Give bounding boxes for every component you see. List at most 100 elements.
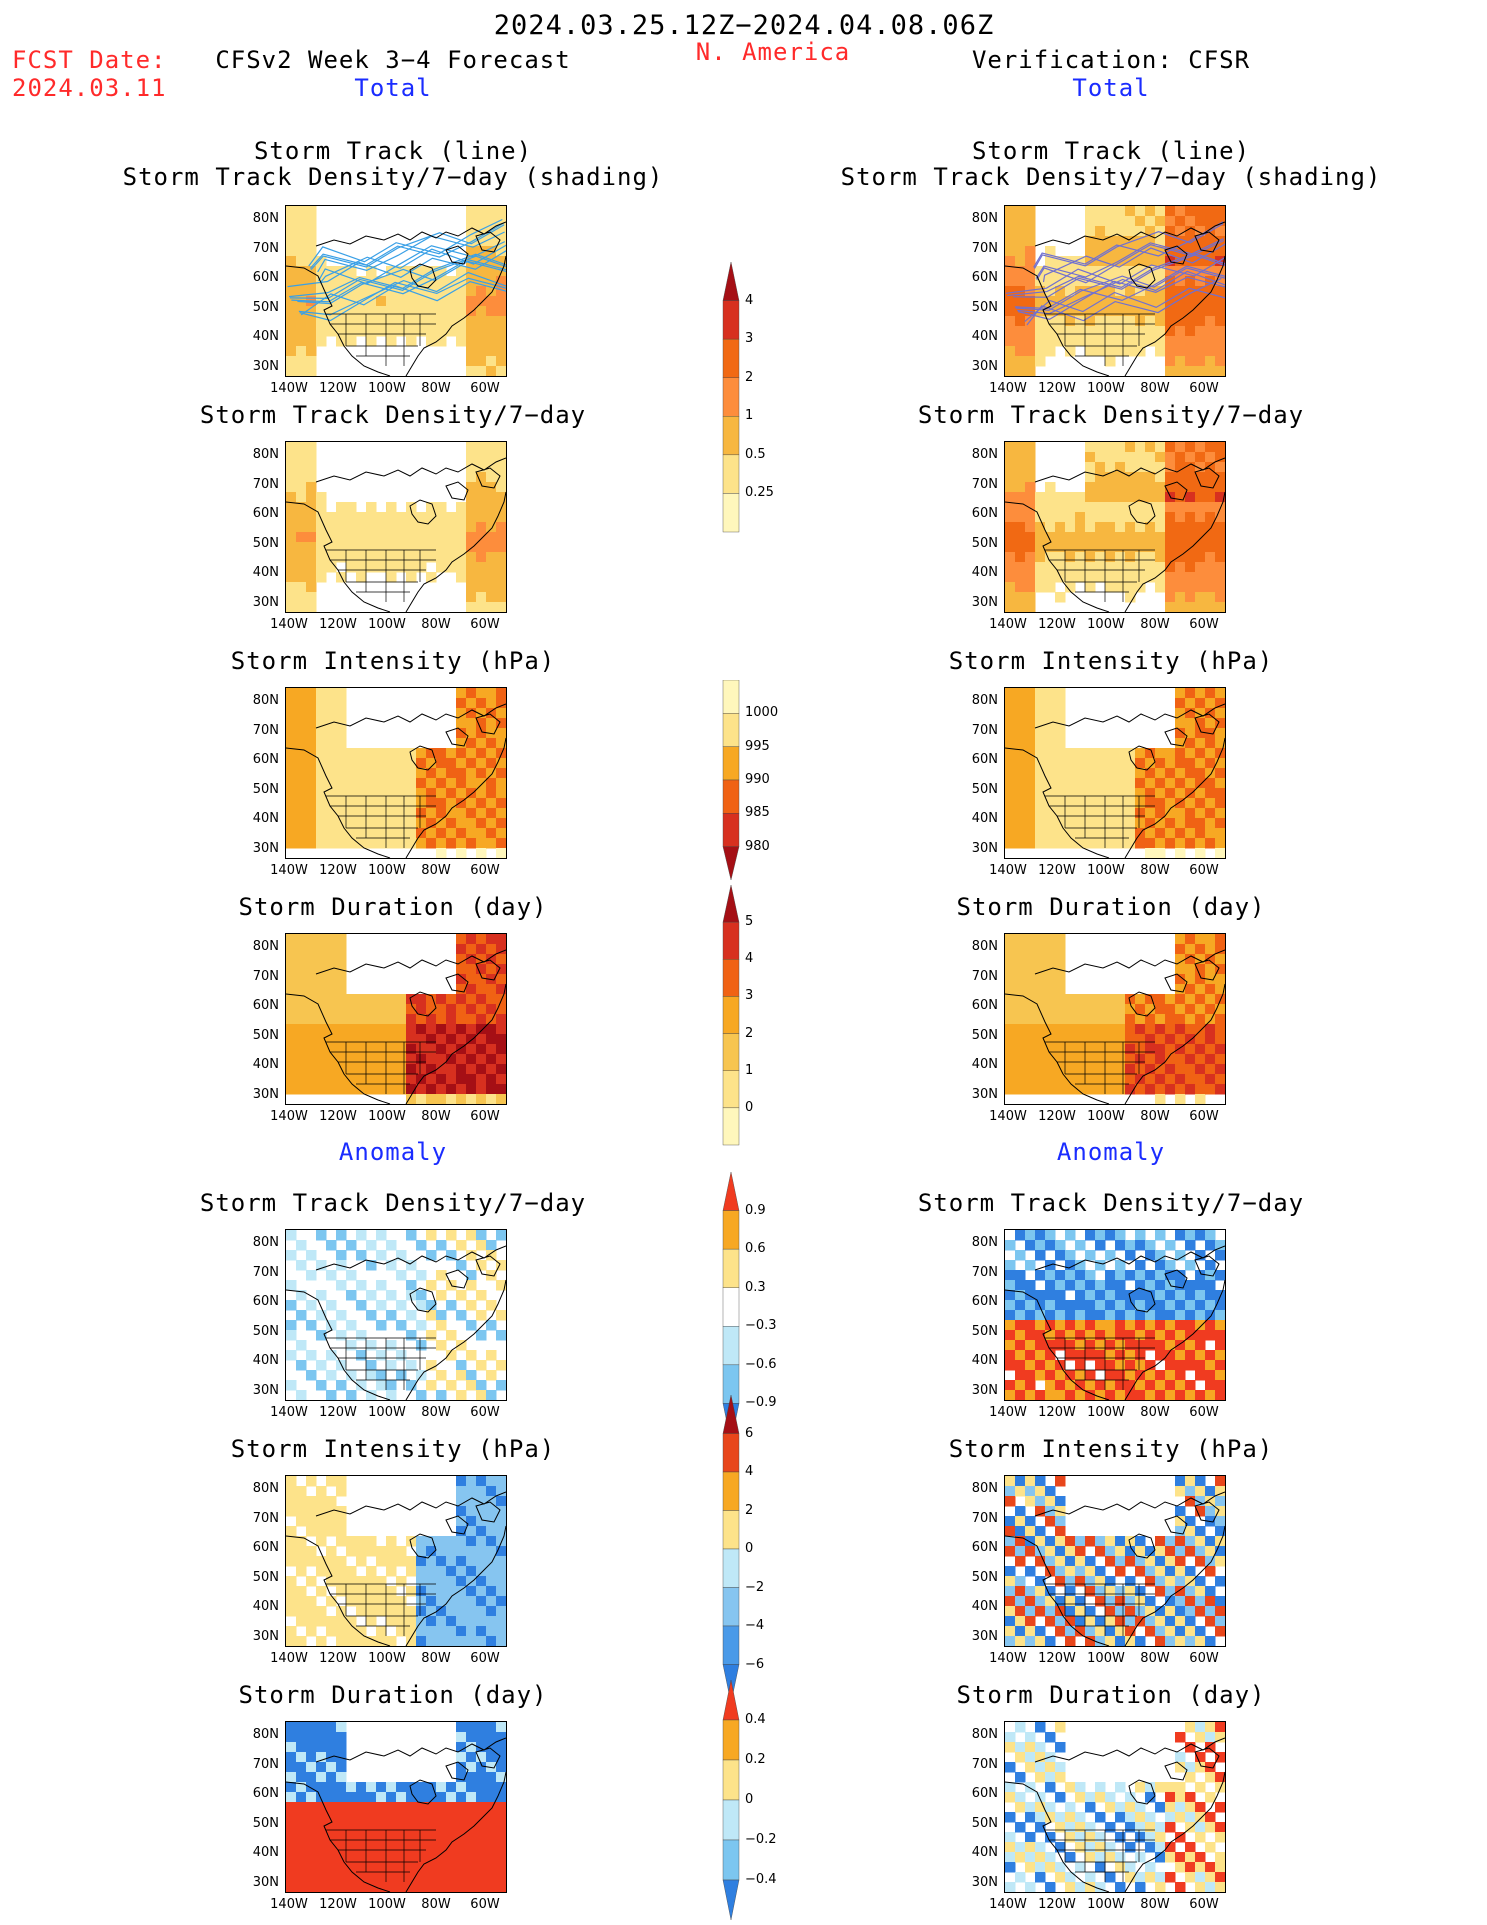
shading-cell bbox=[446, 552, 457, 563]
shading-cell bbox=[1095, 1852, 1106, 1863]
shading-cell bbox=[336, 1566, 347, 1577]
shading-cell bbox=[316, 1084, 327, 1095]
shading-cell bbox=[1205, 236, 1216, 247]
shading-cell bbox=[486, 954, 497, 965]
shading-cell bbox=[286, 738, 297, 749]
shading-cell bbox=[1195, 1752, 1206, 1763]
shading-cell bbox=[1025, 1616, 1036, 1627]
shading-cell bbox=[456, 934, 467, 945]
shading-cell bbox=[1005, 808, 1016, 819]
latitude-label: 40N bbox=[252, 1353, 279, 1368]
shading-cell bbox=[1105, 482, 1116, 493]
shading-cell bbox=[1065, 1546, 1076, 1557]
shading-cell bbox=[406, 828, 417, 839]
shading-cell bbox=[496, 944, 506, 955]
shading-cell bbox=[306, 316, 317, 327]
shading-cell bbox=[306, 1882, 317, 1892]
shading-cell bbox=[316, 788, 327, 799]
colorbar-segment bbox=[722, 1879, 740, 1921]
shading-cell bbox=[466, 1536, 477, 1547]
shading-cell bbox=[306, 1596, 317, 1607]
shading-cell bbox=[386, 522, 397, 533]
latitude-label: 60N bbox=[971, 1786, 998, 1801]
shading-cell bbox=[1205, 1596, 1216, 1607]
shading-cell bbox=[1175, 1084, 1186, 1095]
shading-cell bbox=[1065, 1014, 1076, 1025]
shading-cell bbox=[296, 1054, 307, 1065]
shading-cell bbox=[1145, 1626, 1156, 1637]
shading-cell bbox=[386, 1536, 397, 1547]
storm-track-line bbox=[291, 258, 506, 303]
shading-cell bbox=[1205, 708, 1216, 719]
shading-cell bbox=[1165, 788, 1176, 799]
shading-cell bbox=[416, 1842, 427, 1853]
latitude-label: 60N bbox=[252, 998, 279, 1013]
shading-cell bbox=[1005, 462, 1016, 473]
shading-cell bbox=[1165, 356, 1176, 367]
shading-cell bbox=[1215, 1596, 1225, 1607]
shading-cell bbox=[336, 964, 347, 975]
shading-cell bbox=[346, 1044, 357, 1055]
shading-cell bbox=[1195, 582, 1206, 593]
shading-cell bbox=[1015, 1084, 1026, 1095]
shading-cell bbox=[1155, 316, 1166, 327]
shading-cell bbox=[1145, 1546, 1156, 1557]
shading-cell bbox=[1215, 246, 1225, 257]
shading-cell bbox=[1055, 1762, 1066, 1773]
shading-cell bbox=[1205, 326, 1216, 337]
shading-cell bbox=[1205, 472, 1216, 483]
shading-cell bbox=[296, 994, 307, 1005]
shading-cell bbox=[366, 1812, 377, 1823]
colorbar-segment bbox=[722, 1395, 740, 1434]
shading-cell bbox=[286, 366, 297, 376]
shading-cell bbox=[386, 1812, 397, 1823]
shading-cell bbox=[1065, 1330, 1076, 1341]
shading-cell bbox=[1005, 602, 1016, 612]
shading-cell bbox=[336, 1636, 347, 1646]
shading-cell bbox=[1025, 1084, 1036, 1095]
state-borders bbox=[1045, 313, 1155, 366]
shading-cell bbox=[496, 316, 506, 327]
shading-cell bbox=[1165, 1636, 1176, 1646]
shading-cell bbox=[1015, 236, 1026, 247]
shading-cell bbox=[1075, 994, 1086, 1005]
shading-cell bbox=[1155, 1340, 1166, 1351]
shading-cell bbox=[1115, 1596, 1126, 1607]
shading-cell bbox=[496, 974, 506, 985]
shading-cell bbox=[456, 1370, 467, 1381]
shading-cell bbox=[476, 542, 487, 553]
shading-cell bbox=[476, 482, 487, 493]
shading-cell bbox=[1085, 1004, 1096, 1015]
shading-cell bbox=[446, 1782, 457, 1793]
shading-cell bbox=[1175, 582, 1186, 593]
shading-cell bbox=[316, 1330, 327, 1341]
shading-cell bbox=[1195, 482, 1206, 493]
shading-cell bbox=[1025, 226, 1036, 237]
shading-cell bbox=[1035, 532, 1046, 543]
shading-cell bbox=[346, 1792, 357, 1803]
shading-cell bbox=[306, 1320, 317, 1331]
latitude-label: 50N bbox=[971, 299, 998, 315]
shading-cell bbox=[1085, 994, 1096, 1005]
shading-cell bbox=[1025, 1330, 1036, 1341]
shading-cell bbox=[396, 522, 407, 533]
shading-cell bbox=[1085, 296, 1096, 307]
shading-cell bbox=[1055, 552, 1066, 563]
shading-cell bbox=[1155, 758, 1166, 769]
shading-cell bbox=[1175, 442, 1186, 453]
shading-cell bbox=[496, 848, 506, 858]
shading-cell bbox=[1195, 1290, 1206, 1301]
shading-cell bbox=[1195, 1330, 1206, 1341]
shading-cell bbox=[1205, 1280, 1216, 1291]
shading-cell bbox=[286, 1862, 297, 1873]
shading-cell bbox=[436, 758, 447, 769]
shading-cell bbox=[1135, 1064, 1146, 1075]
shading-cell bbox=[1125, 1636, 1136, 1646]
shading-cell bbox=[456, 1606, 467, 1617]
shading-cell bbox=[316, 1842, 327, 1853]
shading-cell bbox=[476, 1606, 487, 1617]
shading-cell bbox=[426, 838, 437, 849]
shading-cell bbox=[1185, 1044, 1196, 1055]
shading-cell bbox=[1205, 828, 1216, 839]
shading-cell bbox=[1135, 1270, 1146, 1281]
